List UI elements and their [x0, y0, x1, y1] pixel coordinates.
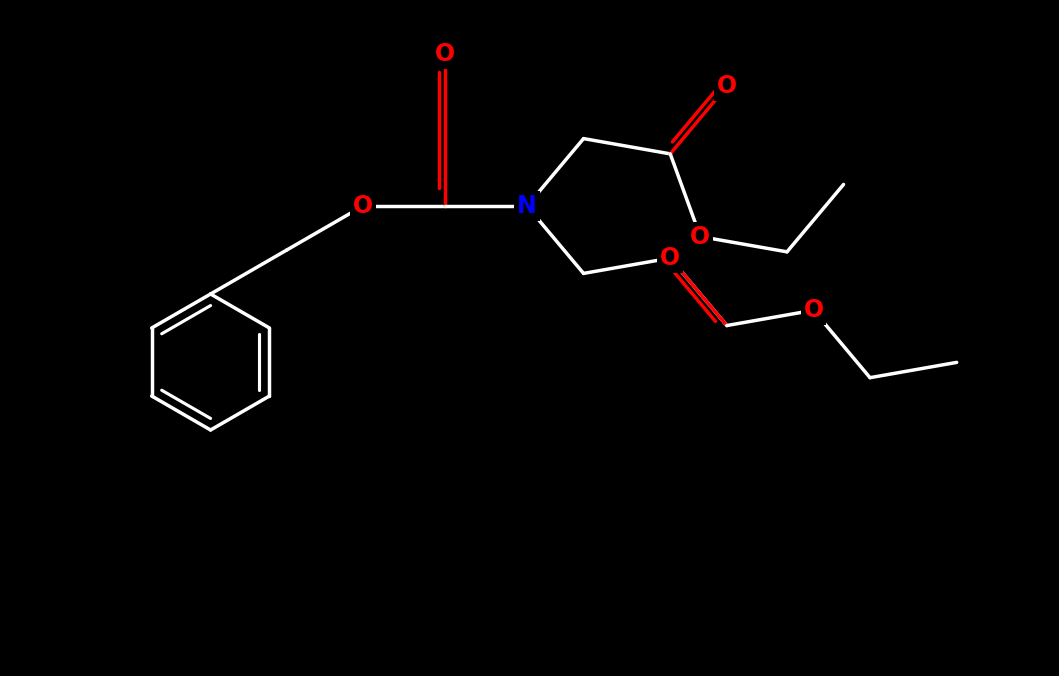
- Text: O: O: [353, 194, 373, 218]
- Text: O: O: [804, 298, 824, 322]
- Text: N: N: [517, 194, 537, 218]
- Text: O: O: [717, 74, 737, 99]
- Text: O: O: [690, 224, 711, 249]
- Text: O: O: [660, 246, 680, 270]
- Text: O: O: [435, 42, 455, 66]
